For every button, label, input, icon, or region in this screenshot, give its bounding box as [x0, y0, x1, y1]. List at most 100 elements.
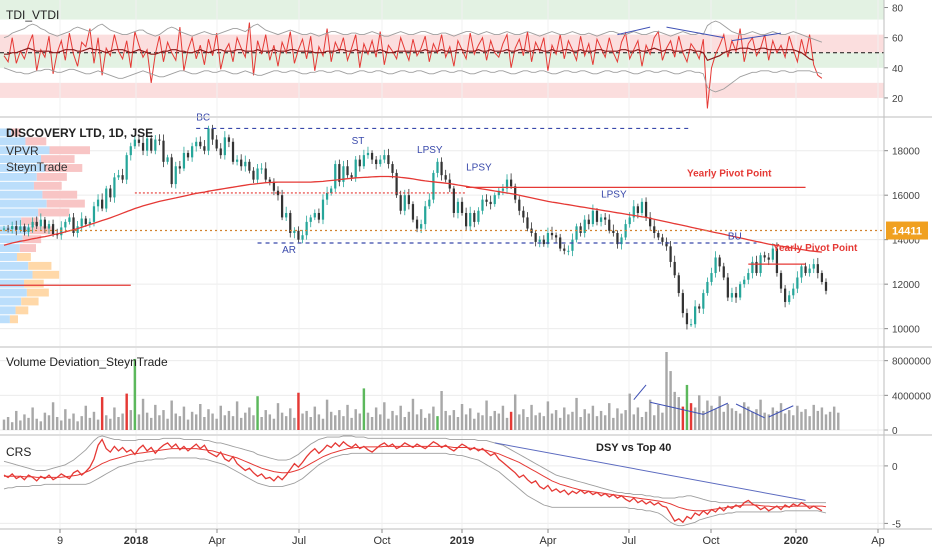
candle-body: [88, 221, 91, 225]
x-tick-label: Apr: [208, 535, 225, 547]
volume-bar: [260, 417, 263, 430]
y-tick-label: 20: [892, 94, 904, 105]
candle-body: [698, 306, 701, 309]
volume-bar: [460, 404, 464, 430]
candle-body: [526, 217, 529, 229]
vpvr-bar-sell: [49, 146, 90, 155]
candle-body: [661, 237, 664, 242]
volume-bar: [722, 411, 725, 430]
volume-bar: [231, 416, 235, 430]
volume-bar: [194, 414, 198, 430]
volume-bar: [464, 414, 468, 430]
y-tick-label: -5: [892, 519, 901, 530]
volume-panel: 0 4000000 8000000 Volume Deviation_SteynTr…: [0, 348, 931, 437]
legend-steyntrade: SteynTrade: [6, 160, 68, 174]
vpvr-bar-buy: [0, 244, 20, 253]
volume-bar: [567, 414, 570, 430]
tdi-band_up-line: [3, 20, 823, 43]
volume-bar: [505, 417, 509, 430]
volume-bar: [60, 420, 63, 430]
candle-body: [350, 175, 353, 178]
volume-bar: [804, 409, 807, 430]
volume-bar: [689, 403, 693, 430]
volume-bar: [399, 405, 402, 430]
volume-bar: [264, 410, 267, 430]
candle-body: [56, 234, 59, 236]
candle-body: [268, 179, 271, 182]
volume-bar: [767, 414, 770, 430]
candle-body: [415, 219, 419, 229]
volume-bar: [239, 417, 243, 430]
volume-bar: [329, 411, 333, 430]
volume-bar: [440, 391, 443, 430]
candle-body: [608, 219, 611, 231]
candle-body: [379, 159, 382, 165]
volume-bar: [346, 404, 349, 430]
candle-body: [779, 273, 783, 289]
candle-body: [125, 155, 128, 180]
candle-body: [771, 248, 774, 260]
candle-body: [334, 164, 337, 189]
volume-divergence: [633, 384, 794, 419]
volume-bar: [591, 405, 595, 430]
volume-bar: [19, 420, 22, 430]
x-tick-label: 2019: [450, 535, 474, 547]
volume-bar: [203, 417, 206, 430]
volume-bar: [742, 402, 746, 430]
crs-line: [3, 438, 823, 524]
candle-body: [657, 233, 660, 238]
volume-bar: [219, 405, 222, 430]
vpvr-bar-buy: [0, 164, 46, 172]
price-annotation-label: Yearly Pivot Point: [687, 168, 772, 179]
candle-body: [195, 141, 198, 147]
price-annotation-label: LPSY: [417, 145, 443, 156]
volume-bars: [2, 352, 840, 430]
volume-bar: [428, 413, 431, 430]
volume-bar: [379, 414, 382, 430]
candle-body: [219, 148, 222, 156]
volume-divergence-line: [735, 403, 765, 419]
candle-body: [681, 293, 684, 314]
candle-body: [411, 204, 415, 220]
vpvr-bar-buy: [0, 128, 12, 137]
volume-bar: [170, 400, 173, 430]
candle-body: [76, 226, 79, 233]
volume-bar: [501, 405, 505, 430]
volume-bar: [747, 406, 750, 430]
price-panel: BC ST LPSY LPSY LPSY AR BU Yearly Pivot Point Ye…: [0, 113, 928, 346]
candle-body: [816, 264, 819, 274]
candle-body: [141, 142, 145, 151]
candle-body: [632, 206, 635, 218]
price-annotation-label: LPSY: [466, 163, 492, 174]
x-tick-label: 2020: [784, 535, 808, 547]
volume-bar: [125, 393, 128, 430]
tdi-zone: [0, 82, 884, 98]
volume-bar: [154, 404, 157, 430]
volume-bar: [456, 417, 460, 430]
vpvr-bar-buy: [0, 146, 50, 155]
volume-bar: [268, 414, 272, 430]
candle-body: [788, 295, 791, 302]
y-tick-label: 4000000: [892, 391, 931, 402]
candle-body: [60, 227, 63, 236]
candle-body: [117, 175, 120, 178]
price-overlays: [0, 127, 884, 286]
volume-bar: [227, 410, 231, 430]
volume-bar: [84, 405, 88, 430]
volume-bar: [832, 406, 836, 430]
volume-bar: [640, 417, 644, 430]
volume-bar: [579, 417, 582, 430]
candle-body: [399, 195, 402, 211]
candle-body: [47, 224, 51, 229]
x-axis: 9 2018 Apr Jul Oct 2019 Apr Jul Oct 2020 Ap: [57, 529, 885, 547]
volume-bar: [370, 417, 374, 430]
vpvr-bar-buy: [0, 253, 17, 261]
candle-body: [330, 188, 333, 193]
vpvr-bar-buy: [0, 306, 16, 315]
candle-body: [583, 219, 586, 233]
volume-bar: [391, 410, 394, 430]
candle-body: [203, 146, 206, 151]
candle-body: [743, 279, 746, 285]
volume-bar: [92, 411, 96, 430]
candle-body: [559, 237, 562, 249]
